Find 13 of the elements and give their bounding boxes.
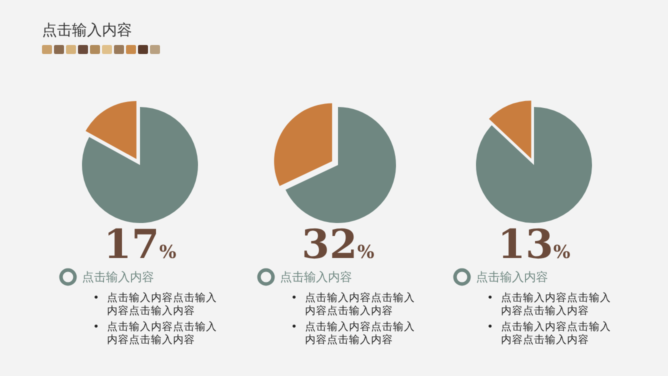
text: • 点击输入内容点击输入内容点击输入内容 [487, 321, 612, 347]
text: 32% [302, 221, 374, 268]
text: • 点击输入内容点击输入内容点击输入内容 [291, 292, 416, 318]
text: • 点击输入内容点击输入内容点击输入内容 [93, 292, 218, 318]
text: 点击输入内容 [476, 269, 548, 286]
chart-title: 点击输入内容 [42, 21, 132, 40]
text: 13% [498, 221, 570, 268]
text: 点击输入内容 [82, 269, 154, 286]
text: • 点击输入内容点击输入内容点击输入内容 [487, 292, 612, 318]
text: 17% [104, 221, 176, 268]
text: 点击输入内容 [280, 269, 352, 286]
text: • 点击输入内容点击输入内容点击输入内容 [93, 321, 218, 347]
text: • 点击输入内容点击输入内容点击输入内容 [291, 321, 416, 347]
